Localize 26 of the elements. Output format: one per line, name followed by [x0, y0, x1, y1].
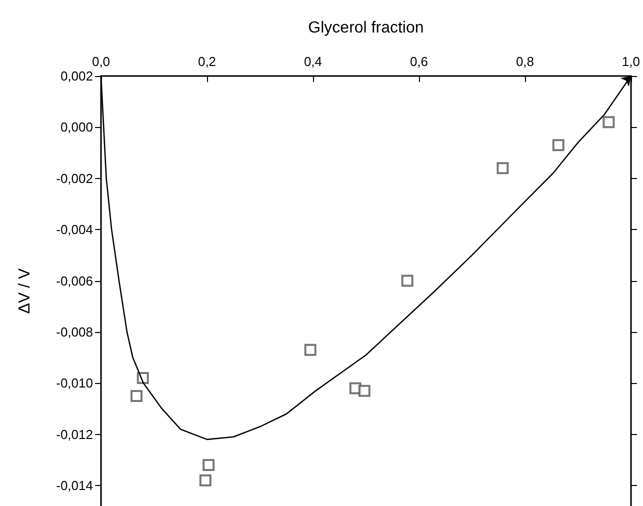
- x-tick-label: 1,0: [622, 54, 640, 69]
- point: [496, 162, 509, 174]
- y-tick-label: -0,002: [56, 170, 93, 186]
- y-tick-label: -0,008: [56, 324, 93, 340]
- y-tick-label: 0,000: [60, 120, 93, 135]
- point: [401, 274, 414, 287]
- y-tick-label: -0,014: [56, 478, 93, 494]
- point: [199, 474, 212, 486]
- y-tick-label: -0,004: [56, 222, 93, 238]
- point: [130, 390, 143, 402]
- x-tick-label: 0,0: [92, 54, 110, 69]
- point: [602, 116, 615, 128]
- y-tick-label: -0,010: [56, 376, 93, 391]
- y-tick-label: -0,012: [56, 426, 93, 442]
- x-tick-label: 0,6: [410, 54, 428, 69]
- y-tick-label: -0,006: [56, 273, 93, 288]
- y-tick-label: 0,002: [60, 68, 93, 84]
- point: [552, 139, 564, 152]
- x-axis-title: Glycerol fraction: [308, 20, 424, 36]
- x-tick-label: 0,2: [198, 54, 216, 69]
- y-axis-title: ΔV / V: [16, 268, 34, 314]
- x-tick-label: 0,4: [304, 54, 322, 69]
- point: [304, 344, 316, 356]
- x-tick-label: 0,8: [516, 54, 534, 69]
- point: [202, 459, 215, 472]
- point: [358, 384, 370, 397]
